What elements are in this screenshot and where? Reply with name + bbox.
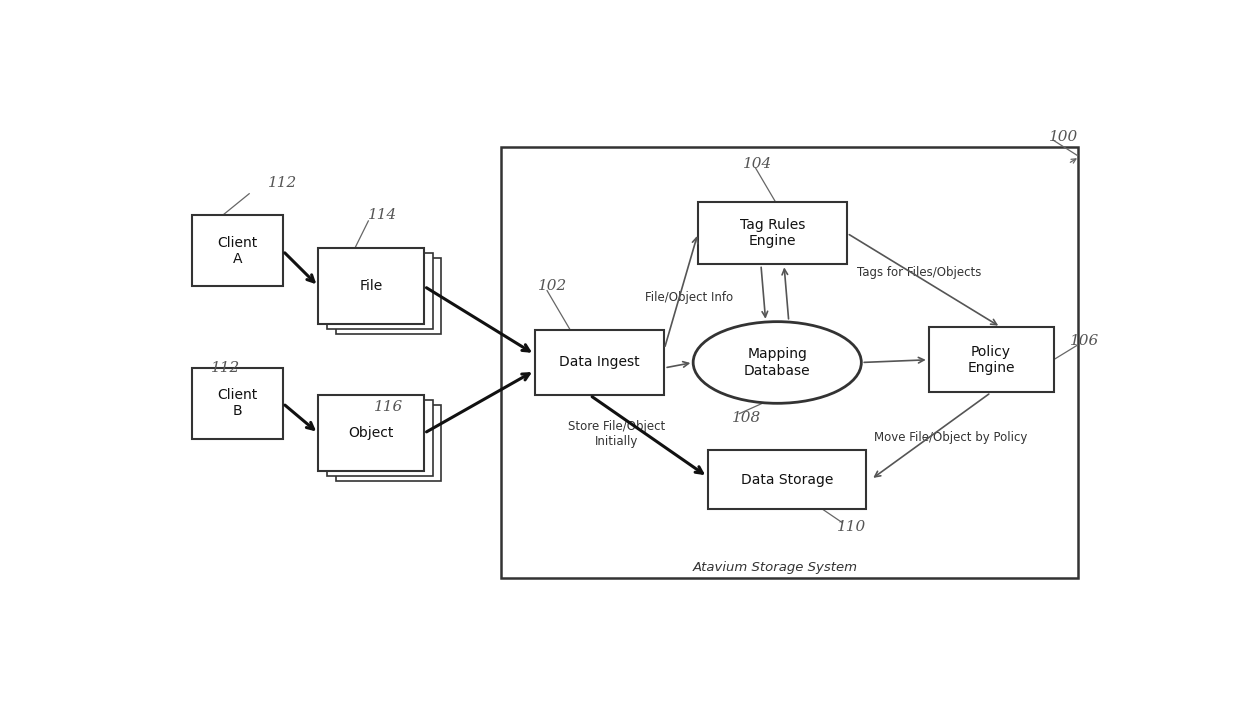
Text: 100: 100 bbox=[1049, 129, 1078, 144]
Text: Data Storage: Data Storage bbox=[740, 472, 833, 486]
Text: 116: 116 bbox=[374, 400, 403, 414]
Text: File/Object Info: File/Object Info bbox=[645, 291, 733, 303]
Text: File: File bbox=[360, 279, 383, 293]
Text: 114: 114 bbox=[368, 209, 398, 223]
Text: Store File/Object
Initially: Store File/Object Initially bbox=[568, 421, 665, 448]
Ellipse shape bbox=[693, 322, 862, 403]
Text: Tags for Files/Objects: Tags for Files/Objects bbox=[857, 266, 981, 279]
Text: Object: Object bbox=[348, 426, 394, 440]
Text: Tag Rules
Engine: Tag Rules Engine bbox=[740, 218, 805, 248]
Text: Mapping
Database: Mapping Database bbox=[744, 347, 811, 378]
Bar bbox=[191, 216, 283, 286]
Text: Client
A: Client A bbox=[217, 235, 257, 266]
Text: 106: 106 bbox=[1070, 334, 1099, 348]
Text: 112: 112 bbox=[211, 361, 241, 375]
Text: Data Ingest: Data Ingest bbox=[559, 356, 640, 370]
Text: 104: 104 bbox=[743, 157, 773, 171]
Bar bbox=[501, 148, 1078, 578]
Bar bbox=[534, 329, 665, 395]
Text: 110: 110 bbox=[837, 520, 867, 534]
Bar bbox=[336, 258, 441, 334]
Text: Move File/Object by Policy: Move File/Object by Policy bbox=[874, 431, 1027, 444]
Bar bbox=[327, 400, 433, 477]
Text: Policy
Engine: Policy Engine bbox=[967, 344, 1014, 375]
Bar bbox=[319, 248, 424, 325]
Text: 112: 112 bbox=[268, 176, 298, 190]
Bar bbox=[336, 405, 441, 481]
Text: 108: 108 bbox=[732, 411, 761, 425]
Text: Atavium Storage System: Atavium Storage System bbox=[693, 561, 858, 573]
Bar bbox=[929, 327, 1054, 392]
Bar bbox=[191, 368, 283, 438]
Bar bbox=[698, 202, 847, 264]
Bar bbox=[319, 395, 424, 472]
Text: Client
B: Client B bbox=[217, 388, 257, 419]
Text: 102: 102 bbox=[537, 279, 567, 293]
Bar bbox=[327, 253, 433, 329]
Bar bbox=[708, 450, 866, 510]
